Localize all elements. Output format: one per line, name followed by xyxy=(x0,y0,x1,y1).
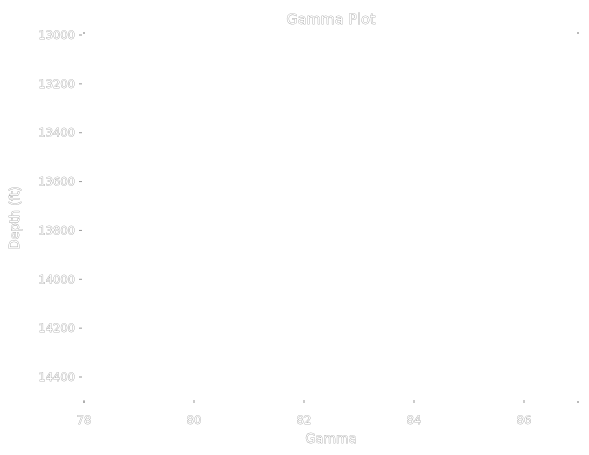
x-tick-label: 86 xyxy=(517,413,532,427)
y-tick-label: 13400 xyxy=(38,126,75,140)
plot-corner-mark xyxy=(83,401,85,403)
x-axis: 78 80 82 84 86 xyxy=(76,400,532,427)
y-tick-label: 14000 xyxy=(38,272,75,286)
y-tick-label: 13200 xyxy=(38,77,75,91)
plot-corner-mark xyxy=(83,32,85,34)
plot-corner-mark xyxy=(577,401,579,403)
x-tick-label: 84 xyxy=(407,413,422,427)
y-tick-label: 14400 xyxy=(38,370,75,384)
x-tick-label: 80 xyxy=(187,413,202,427)
y-tick-label: 13600 xyxy=(38,175,75,189)
y-tick-label: 13800 xyxy=(38,223,75,237)
x-tick-label: 78 xyxy=(77,413,92,427)
plot-frame-corners xyxy=(83,32,579,403)
plot-corner-mark xyxy=(577,32,579,34)
chart-title: Gamma Plot xyxy=(286,12,376,28)
y-axis: 13000 13200 13400 13600 13800 14000 14200 14400 xyxy=(38,28,82,384)
x-tick-label: 82 xyxy=(297,413,312,427)
y-axis-title: Depth (ft) xyxy=(8,186,23,249)
y-tick-label: 13000 xyxy=(38,28,75,42)
x-axis-title: Gamma xyxy=(305,432,356,447)
y-tick-label: 14200 xyxy=(38,321,75,335)
